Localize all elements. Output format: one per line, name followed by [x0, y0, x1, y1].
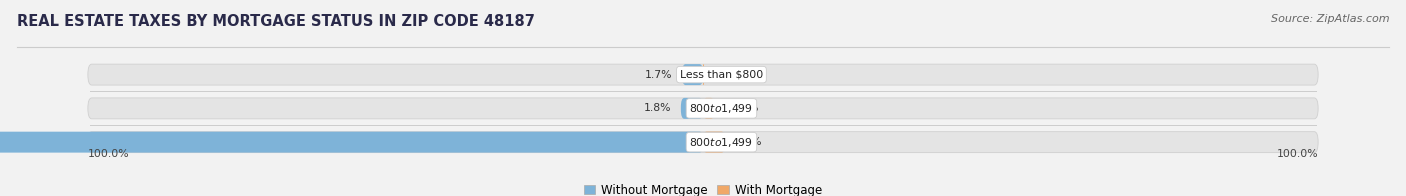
Text: 1.8%: 1.8% [735, 137, 762, 147]
Legend: Without Mortgage, With Mortgage: Without Mortgage, With Mortgage [583, 183, 823, 196]
FancyBboxPatch shape [682, 64, 703, 85]
FancyBboxPatch shape [87, 98, 1319, 119]
FancyBboxPatch shape [703, 98, 714, 119]
Text: 1.8%: 1.8% [644, 103, 671, 113]
Text: $800 to $1,499: $800 to $1,499 [689, 136, 754, 149]
Text: Source: ZipAtlas.com: Source: ZipAtlas.com [1271, 14, 1389, 24]
FancyBboxPatch shape [681, 98, 703, 119]
FancyBboxPatch shape [87, 64, 1319, 85]
Text: Less than $800: Less than $800 [681, 70, 763, 80]
Text: 1.7%: 1.7% [645, 70, 672, 80]
Text: 100.0%: 100.0% [1277, 149, 1319, 159]
FancyBboxPatch shape [87, 132, 1319, 153]
Text: 0.94%: 0.94% [724, 103, 759, 113]
FancyBboxPatch shape [703, 132, 725, 153]
Text: 0.08%: 0.08% [714, 70, 748, 80]
Text: 100.0%: 100.0% [87, 149, 129, 159]
Text: REAL ESTATE TAXES BY MORTGAGE STATUS IN ZIP CODE 48187: REAL ESTATE TAXES BY MORTGAGE STATUS IN … [17, 14, 534, 29]
FancyBboxPatch shape [0, 132, 703, 153]
Text: $800 to $1,499: $800 to $1,499 [689, 102, 754, 115]
